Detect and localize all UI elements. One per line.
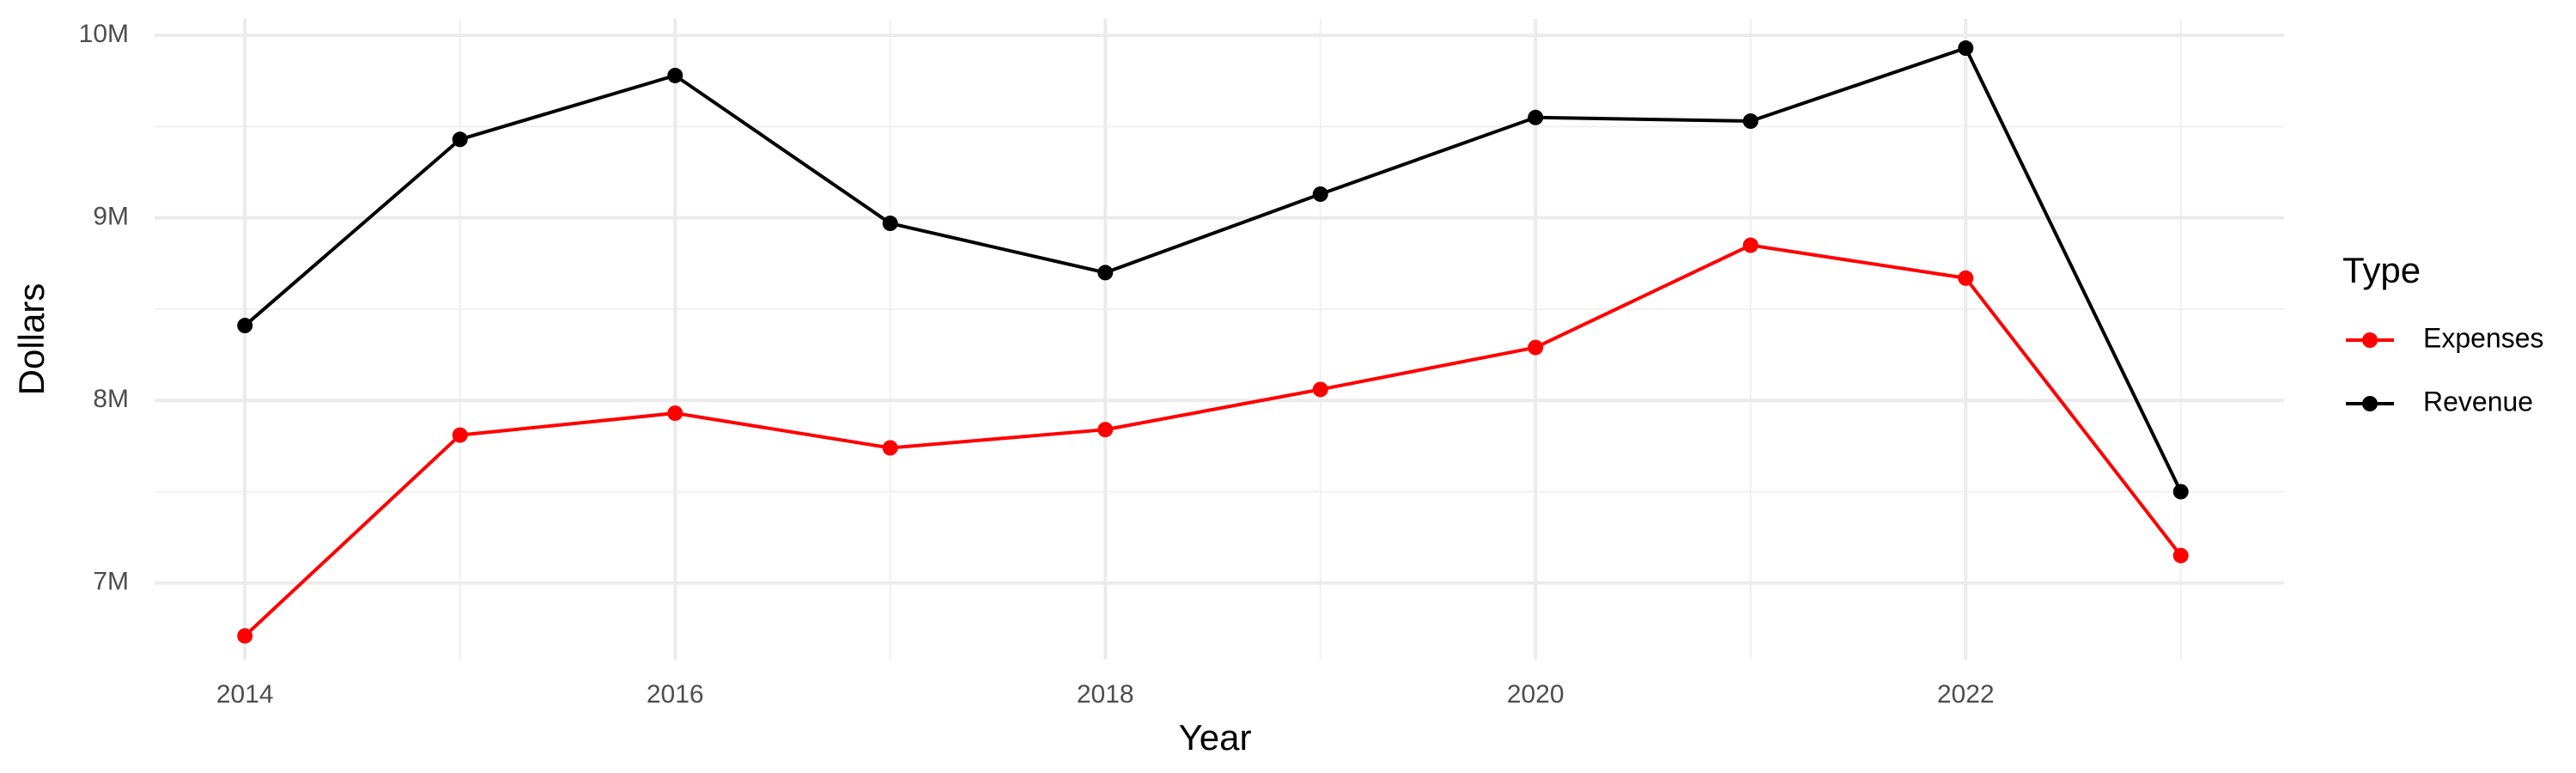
x-tick-label: 2018	[1077, 680, 1134, 709]
data-point	[882, 440, 898, 456]
legend-title: Type	[2342, 250, 2421, 290]
data-point	[2172, 484, 2189, 500]
data-point	[882, 216, 898, 232]
data-point	[1528, 339, 1544, 356]
legend-label: Expenses	[2423, 322, 2544, 353]
legend-label: Revenue	[2423, 386, 2533, 417]
data-point	[452, 131, 468, 148]
series-line	[243, 46, 2183, 493]
x-axis-title: Year	[1179, 717, 1252, 758]
legend-key-point	[2362, 332, 2378, 348]
data-point	[1312, 186, 1328, 203]
data-point	[1742, 237, 1759, 253]
legend-key-point	[2362, 396, 2378, 411]
data-point	[1528, 109, 1544, 125]
data-point	[452, 427, 468, 443]
x-tick-label: 2014	[216, 680, 274, 709]
y-tick-label: 10M	[79, 20, 129, 48]
data-point	[1312, 381, 1328, 398]
data-point	[237, 628, 253, 644]
data-point	[667, 405, 683, 422]
data-point	[1097, 422, 1114, 438]
data-point	[1742, 113, 1759, 130]
series-line	[243, 243, 2183, 637]
data-point	[667, 67, 683, 83]
y-tick-label: 9M	[93, 203, 129, 231]
data-point	[1958, 270, 1974, 286]
x-tick-label: 2022	[1937, 680, 1995, 709]
y-axis-title: Dollars	[11, 283, 52, 396]
x-tick-label: 2016	[647, 680, 704, 709]
data-point	[2172, 547, 2189, 563]
data-point	[1097, 265, 1114, 281]
data-point	[1958, 40, 1974, 57]
y-tick-label: 8M	[93, 385, 129, 413]
x-tick-label: 2020	[1507, 680, 1564, 709]
data-point	[237, 318, 253, 334]
y-tick-label: 7M	[93, 568, 129, 596]
